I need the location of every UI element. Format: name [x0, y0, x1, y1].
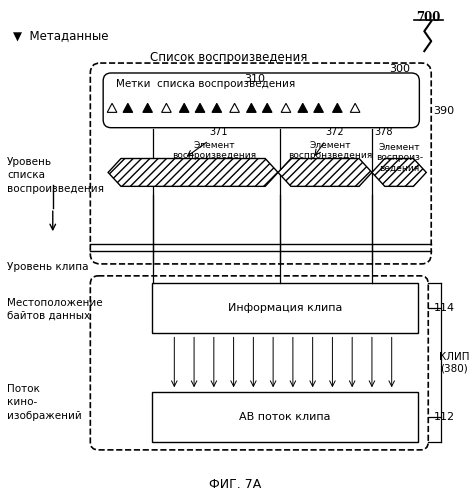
- Polygon shape: [278, 158, 372, 186]
- Polygon shape: [123, 104, 133, 112]
- Polygon shape: [333, 104, 342, 112]
- Text: ▼  Метаданные: ▼ Метаданные: [13, 29, 109, 42]
- Polygon shape: [246, 104, 256, 112]
- Text: ФИГ. 7А: ФИГ. 7А: [210, 478, 262, 490]
- Polygon shape: [107, 104, 117, 112]
- Text: Элемент
воспроиз-
ведения: Элемент воспроиз- ведения: [376, 142, 423, 172]
- Text: Список воспроизведения: Список воспроизведения: [150, 51, 307, 64]
- Polygon shape: [314, 104, 323, 112]
- Polygon shape: [143, 104, 153, 112]
- Bar: [152, 283, 419, 333]
- Text: 390: 390: [433, 106, 454, 116]
- Text: 371: 371: [209, 126, 228, 136]
- Polygon shape: [195, 104, 205, 112]
- Text: 112: 112: [434, 412, 456, 422]
- Polygon shape: [281, 104, 291, 112]
- Bar: [152, 392, 419, 442]
- Text: 300: 300: [389, 64, 410, 74]
- Polygon shape: [263, 104, 272, 112]
- Text: Метки  списка воспроизведения: Метки списка воспроизведения: [116, 79, 296, 89]
- Polygon shape: [179, 104, 189, 112]
- Text: Местоположение
байтов данных: Местоположение байтов данных: [7, 298, 103, 321]
- Polygon shape: [212, 104, 222, 112]
- Text: Элемент
воспронзведения: Элемент воспронзведения: [288, 140, 373, 160]
- Polygon shape: [162, 104, 171, 112]
- Polygon shape: [350, 104, 360, 112]
- Polygon shape: [298, 104, 308, 112]
- Polygon shape: [108, 158, 278, 186]
- Polygon shape: [230, 104, 239, 112]
- Text: Уровень клипа: Уровень клипа: [7, 262, 89, 272]
- Text: 378: 378: [374, 126, 392, 136]
- FancyBboxPatch shape: [103, 73, 419, 128]
- Text: 700: 700: [416, 12, 440, 24]
- Text: Поток
кино-
изображений: Поток кино- изображений: [7, 384, 82, 420]
- Text: Информация клипа: Информация клипа: [228, 302, 342, 312]
- Text: АВ поток клипа: АВ поток клипа: [239, 412, 331, 422]
- Text: КЛИП
(380): КЛИП (380): [439, 352, 469, 373]
- Text: 372: 372: [326, 126, 344, 136]
- Text: Элемент
воспроизведения: Элемент воспроизведения: [172, 140, 256, 160]
- Polygon shape: [372, 158, 426, 186]
- Text: 114: 114: [434, 302, 456, 312]
- Text: 310: 310: [245, 74, 265, 84]
- Text: Уровень
списка
воспроизведения: Уровень списка воспроизведения: [7, 157, 104, 194]
